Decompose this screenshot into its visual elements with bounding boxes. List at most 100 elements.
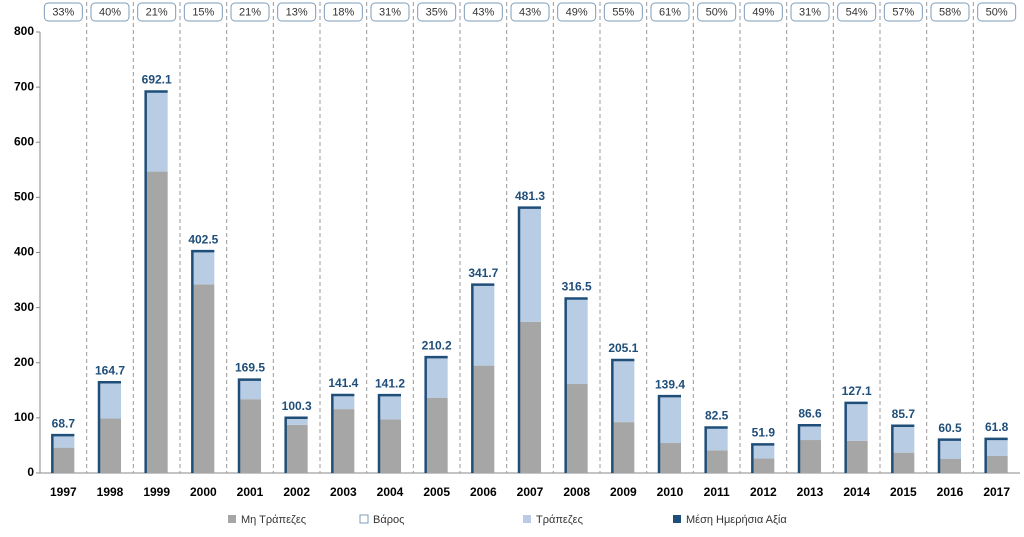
bar-segment	[472, 365, 495, 473]
bar-segment	[379, 419, 401, 473]
x-tick-label: 2008	[563, 485, 590, 499]
total-marker	[517, 206, 541, 473]
legend-swatch	[228, 515, 236, 523]
weight-box	[137, 2, 177, 22]
weight-box	[883, 2, 923, 22]
weight-label: 40%	[99, 6, 121, 18]
y-tick-label: 0	[27, 465, 34, 479]
bar-segment	[519, 321, 541, 473]
y-tick-label: 300	[14, 300, 34, 314]
bar-segment	[845, 402, 868, 441]
weight-label: 35%	[426, 6, 448, 18]
weight-label: 21%	[146, 6, 168, 18]
bar-segment	[612, 359, 635, 423]
total-marker	[984, 437, 1008, 473]
weight-box	[90, 2, 130, 22]
weight-box	[417, 2, 457, 22]
y-tick-label: 500	[14, 190, 34, 204]
weight-label: 55%	[612, 6, 634, 18]
legend-swatch	[359, 514, 369, 524]
bar-segment	[939, 458, 961, 473]
total-label: 139.4	[655, 377, 685, 391]
bar-segment	[379, 395, 401, 420]
bar-segment	[425, 357, 448, 398]
bar-segment	[752, 458, 775, 473]
x-tick-label: 2009	[610, 485, 637, 499]
weight-label: 15%	[192, 6, 214, 18]
total-marker	[704, 426, 728, 473]
x-tick-label: 2004	[377, 485, 404, 499]
total-label: 61.8	[985, 420, 1009, 434]
bar-segment	[939, 439, 961, 459]
weight-label: 61%	[659, 6, 681, 18]
bar-segment	[145, 91, 168, 172]
total-label: 141.2	[375, 376, 405, 390]
bar-segment	[52, 447, 75, 473]
weight-box	[557, 2, 597, 22]
x-tick-label: 1997	[50, 485, 77, 499]
bar-segment	[332, 395, 355, 410]
x-tick-label: 2012	[750, 485, 777, 499]
weight-label: 58%	[939, 6, 961, 18]
bar-segment	[52, 435, 75, 448]
x-tick-label: 2000	[190, 485, 217, 499]
bar-segment	[519, 207, 541, 322]
bar-segment	[845, 440, 868, 473]
bar-segment	[332, 409, 355, 473]
weight-label: 13%	[286, 6, 308, 18]
bar-segment	[425, 397, 448, 473]
weight-label: 43%	[519, 6, 541, 18]
x-tick-label: 2007	[517, 485, 544, 499]
bar-segment	[659, 396, 681, 444]
weight-box	[743, 2, 783, 22]
weight-label: 54%	[846, 6, 868, 18]
weight-label: 18%	[332, 6, 354, 18]
weight-label: 50%	[986, 6, 1008, 18]
total-marker	[891, 424, 915, 473]
total-label: 341.7	[468, 266, 498, 280]
y-tick-label: 100	[14, 410, 34, 424]
total-marker	[377, 393, 401, 473]
weight-box	[463, 2, 503, 22]
y-tick-label: 400	[14, 245, 34, 259]
total-label: 68.7	[52, 416, 76, 430]
bar-segment	[192, 284, 215, 473]
total-marker	[751, 443, 775, 473]
x-tick-label: 2005	[423, 485, 450, 499]
bar-segment	[705, 450, 728, 473]
x-tick-label: 1999	[143, 485, 170, 499]
bar-segment	[239, 399, 261, 473]
weight-box	[790, 2, 830, 22]
legend-label: Μέση Ημερήσια Αξία	[686, 514, 787, 526]
x-tick-label: 2001	[237, 485, 264, 499]
bar-segment	[285, 424, 308, 473]
bar-segment	[565, 298, 588, 385]
weight-label: 49%	[752, 6, 774, 18]
total-label: 82.5	[705, 409, 729, 423]
total-marker	[284, 416, 308, 473]
bar-segment	[472, 284, 495, 366]
total-label: 169.5	[235, 361, 265, 375]
weight-label: 43%	[472, 6, 494, 18]
total-marker	[937, 438, 961, 473]
weight-box	[183, 2, 223, 22]
weight-box	[277, 2, 317, 22]
bar-segment	[239, 379, 261, 400]
total-label: 210.2	[422, 338, 452, 352]
weight-box	[930, 2, 970, 22]
weight-label: 49%	[566, 6, 588, 18]
y-tick-label: 200	[14, 355, 34, 369]
total-label: 316.5	[562, 280, 592, 294]
bar-segment	[892, 425, 915, 453]
bar-segment	[799, 425, 821, 441]
total-marker	[471, 283, 495, 473]
weight-label: 57%	[892, 6, 914, 18]
total-label: 141.4	[328, 376, 358, 390]
x-tick-label: 2003	[330, 485, 357, 499]
bar-segment	[659, 443, 681, 473]
total-marker	[611, 358, 635, 473]
bar-segment	[892, 452, 915, 473]
x-tick-label: 2016	[937, 485, 964, 499]
x-tick-label: 2015	[890, 485, 917, 499]
